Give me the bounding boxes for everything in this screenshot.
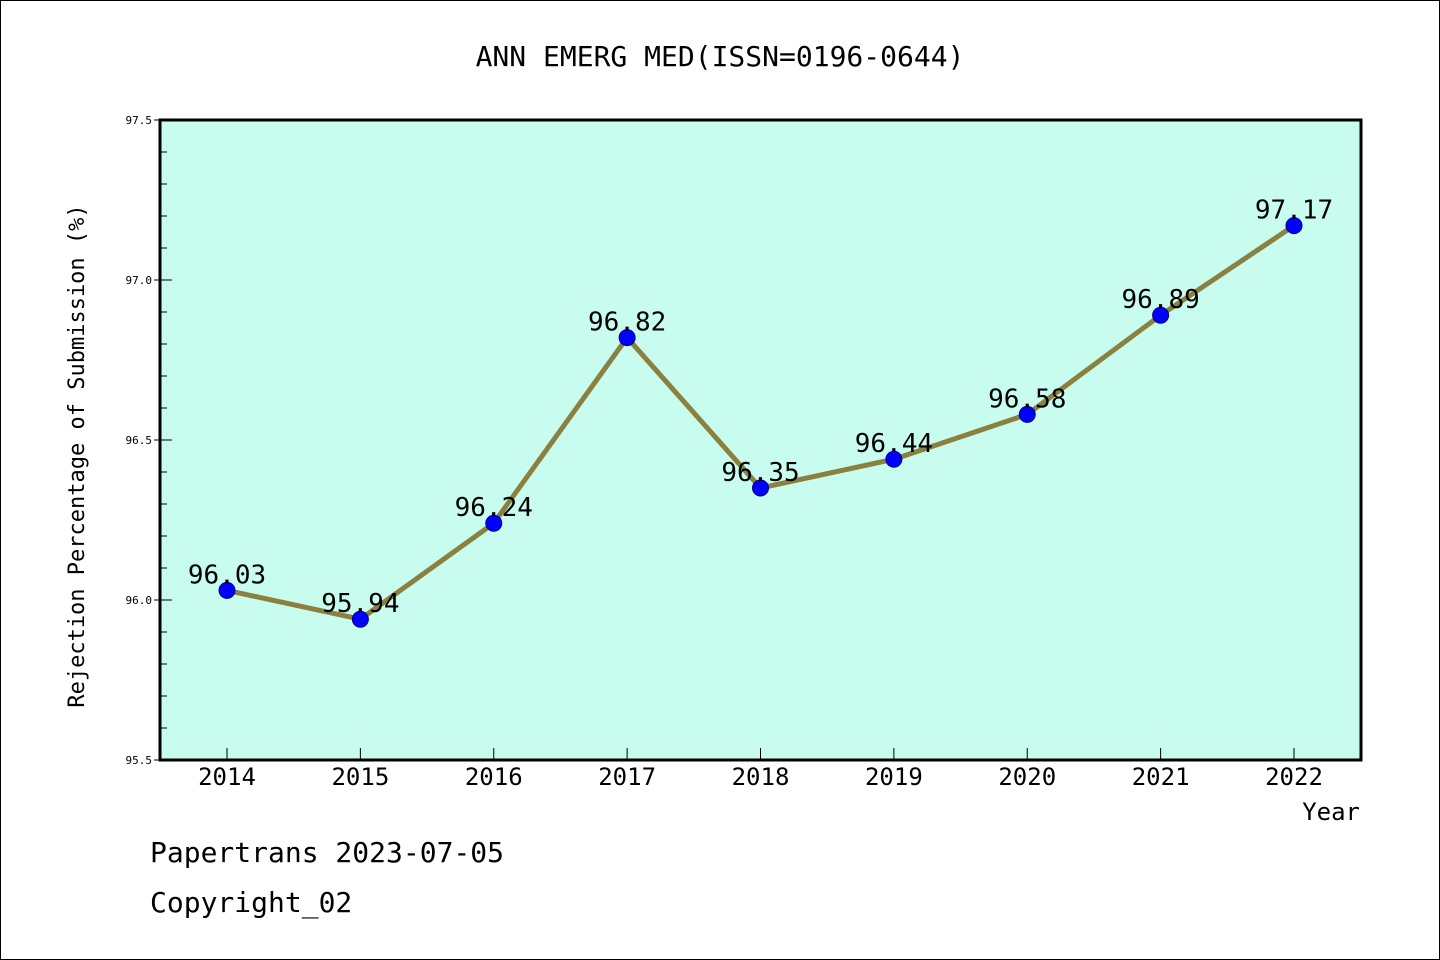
data-point-marker — [1285, 217, 1303, 235]
x-tick-label: 2015 — [331, 763, 389, 791]
x-tick-label: 2022 — [1265, 763, 1323, 791]
series-line-group — [218, 217, 1303, 628]
data-point-marker — [752, 479, 769, 497]
data-point-marker — [1152, 306, 1170, 324]
data-point-marker — [485, 514, 503, 532]
data-label: 95.94 — [321, 589, 399, 619]
data-label: 96.44 — [855, 429, 933, 459]
data-label: 96.58 — [988, 384, 1066, 414]
x-tick-label: 2017 — [598, 763, 656, 791]
y-tick-label: 97.5 — [126, 114, 153, 127]
x-tick-label: 2019 — [865, 763, 923, 791]
y-axis: 95.5 96.0 96.5 97.0 97.5 — [126, 114, 172, 767]
data-labels-group: 96.03 95.94 96.24 96.82 96.35 96.44 96.58 96.89… — [188, 196, 1333, 620]
x-axis-label: Year — [1302, 798, 1360, 826]
y-tick-label: 95.5 — [126, 754, 153, 767]
data-label: 96.35 — [721, 458, 799, 488]
x-axis: 2014 2015 2016 2017 2018 2019 2020 2021 2022 — [198, 748, 1323, 791]
chart-title: ANN EMERG MED(ISSN=0196-0644) — [476, 40, 965, 73]
data-label: 96.24 — [455, 493, 533, 523]
data-label: 96.89 — [1121, 285, 1199, 315]
data-point-marker — [351, 610, 369, 628]
data-point-marker — [885, 450, 903, 468]
x-tick-label: 2018 — [732, 763, 790, 791]
data-point-marker — [1018, 405, 1036, 423]
x-tick-label: 2016 — [465, 763, 523, 791]
x-tick-label: 2020 — [998, 763, 1056, 791]
y-tick-label: 96.5 — [126, 434, 153, 447]
x-tick-label: 2021 — [1132, 763, 1190, 791]
data-label: 96.82 — [588, 308, 666, 338]
data-label: 97.17 — [1255, 196, 1333, 226]
data-label: 96.03 — [188, 560, 266, 590]
y-tick-label: 97.0 — [126, 274, 153, 287]
x-tick-label: 2014 — [198, 763, 256, 791]
y-tick-label: 96.0 — [126, 594, 153, 607]
y-axis-label: Rejection Percentage of Submission (%) — [65, 204, 90, 707]
data-point-marker — [618, 329, 636, 347]
source-stamp: Papertrans 2023-07-05 — [150, 836, 505, 869]
plot-area — [158, 118, 1363, 762]
copyright-note: Copyright_02 — [150, 886, 353, 919]
data-point-marker — [218, 581, 236, 599]
